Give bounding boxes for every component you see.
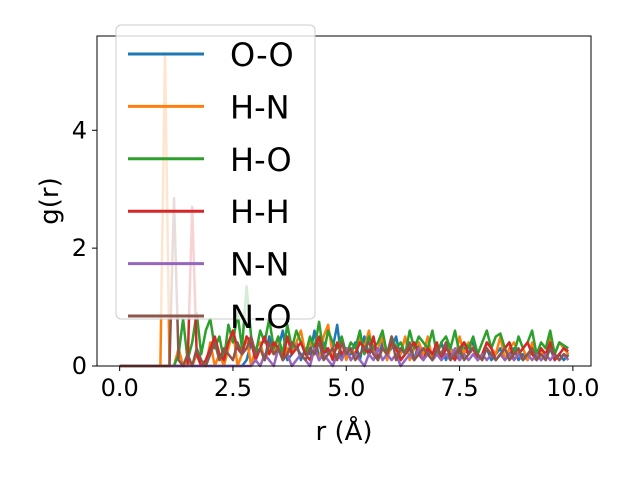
- plot-frame: [96, 35, 592, 367]
- y-axis-label: g(r): [35, 177, 65, 224]
- y-tick-label: 4: [72, 116, 87, 144]
- x-tick-label: 7.5: [440, 374, 478, 402]
- legend-label-n-n: N-N: [230, 246, 289, 284]
- x-tick-label: 10.0: [546, 374, 599, 402]
- series-line-n-o: [119, 196, 569, 368]
- legend-label-o-o: O-O: [230, 36, 294, 74]
- x-tick-label: 0.0: [101, 374, 139, 402]
- x-axis-label: r (Å): [315, 415, 372, 447]
- legend-label-h-o: H-O: [230, 141, 292, 179]
- x-tick-label: 5.0: [327, 374, 365, 402]
- legend: O-O H-N H-O H-H N-N N-O: [115, 24, 316, 336]
- legend-label-h-h: H-H: [230, 193, 290, 231]
- y-tick-label: 0: [72, 352, 87, 380]
- legend-label-h-n: H-N: [230, 88, 290, 126]
- legend-label-n-o: N-O: [230, 298, 292, 336]
- legend-box: [115, 24, 316, 320]
- y-tick-label: 2: [72, 234, 87, 262]
- x-tick-label: 2.5: [214, 374, 252, 402]
- y-axis: 0 2 4: [72, 116, 97, 380]
- x-axis: 0.0 2.5 5.0 7.5 10.0: [101, 366, 600, 402]
